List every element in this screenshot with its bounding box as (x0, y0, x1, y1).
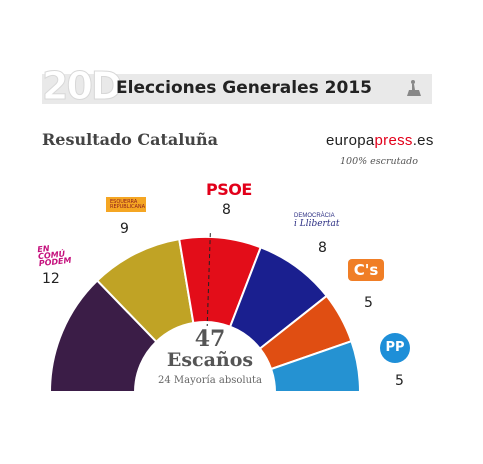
seat-value-label: 12 (42, 271, 60, 287)
seat-value-label: 8 (222, 202, 231, 218)
seat-value-label: 8 (318, 240, 327, 256)
seats-label: Escaños (166, 349, 254, 371)
logo-dl-line-1: DEMOCRÀCIA (294, 213, 335, 219)
hemicycle-segment (269, 339, 362, 393)
scrutiny-status: 100% escrutado (340, 156, 418, 167)
seat-value-label: 5 (395, 373, 404, 389)
header-band (42, 74, 432, 104)
logo-democracia-llibertat: DEMOCRÀCIA i Llibertat (294, 212, 340, 229)
header-logo: 20D (42, 64, 123, 108)
chart-subtitle: Resultado Cataluña (42, 130, 218, 149)
brand-accent: press (374, 132, 413, 149)
brand-prefix: europa (326, 132, 375, 149)
majority-label: 24 Mayoría absoluta (157, 375, 263, 386)
brand-europapress: europapress.es (326, 132, 434, 149)
logo-en-comu-podem: EN COMÚ PODEM (37, 242, 81, 268)
seat-value-label: 9 (120, 221, 129, 237)
logo-dl-line-2: i Llibertat (294, 219, 340, 229)
chart-title: Elecciones Generales 2015 (116, 78, 372, 98)
majority-line (206, 233, 211, 327)
logo-erc-text: ESQUERRA REPUBLICANA (110, 199, 146, 210)
seat-value-label: 5 (364, 295, 373, 311)
logo-pp: PP (380, 333, 410, 363)
hemicycle-seat-icon (407, 80, 421, 96)
logo-erc: ESQUERRA REPUBLICANA (106, 197, 146, 212)
total-seats: 47 (194, 326, 226, 352)
logo-ciudadanos: C's (348, 259, 384, 281)
brand-suffix: .es (412, 132, 434, 149)
logo-psoe: PSOE (206, 180, 252, 199)
